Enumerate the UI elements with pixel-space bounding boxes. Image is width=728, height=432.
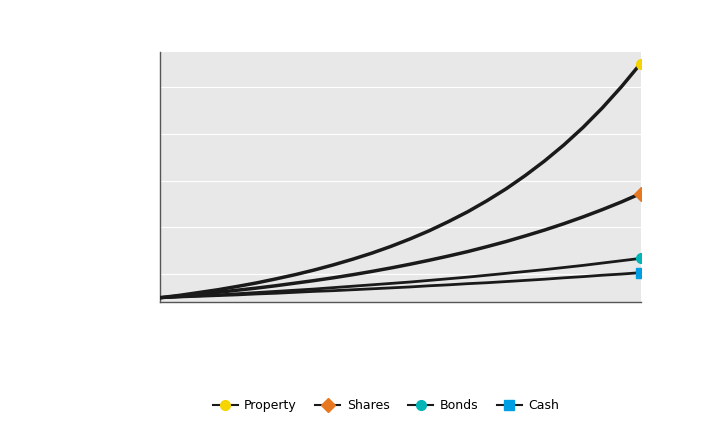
Legend: Property, Shares, Bonds, Cash: Property, Shares, Bonds, Cash — [207, 394, 564, 417]
